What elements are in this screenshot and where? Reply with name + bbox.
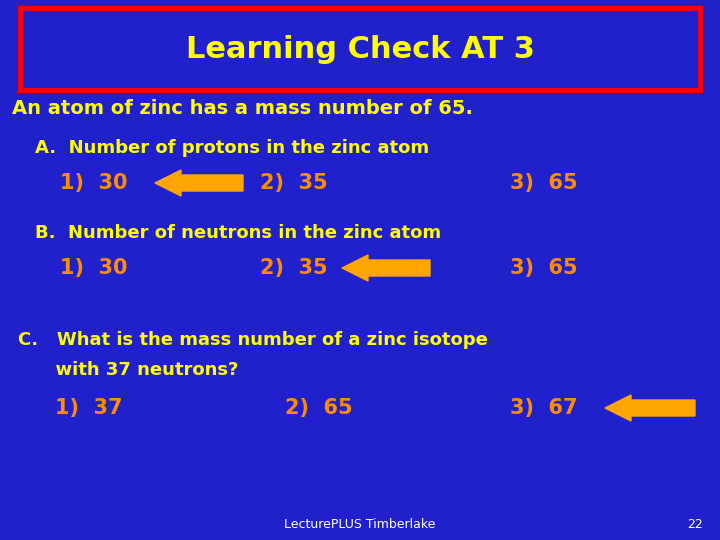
Text: 1)  37: 1) 37: [55, 398, 122, 418]
FancyArrow shape: [342, 255, 430, 281]
Text: C.   What is the mass number of a zinc isotope: C. What is the mass number of a zinc iso…: [18, 331, 488, 349]
Text: 3)  65: 3) 65: [510, 173, 577, 193]
Text: 2)  65: 2) 65: [285, 398, 353, 418]
Text: 22: 22: [687, 518, 703, 531]
Text: B.  Number of neutrons in the zinc atom: B. Number of neutrons in the zinc atom: [35, 224, 441, 242]
Text: with 37 neutrons?: with 37 neutrons?: [18, 361, 238, 379]
Text: 3)  65: 3) 65: [510, 258, 577, 278]
Text: A.  Number of protons in the zinc atom: A. Number of protons in the zinc atom: [35, 139, 429, 157]
Text: 1)  30: 1) 30: [60, 258, 127, 278]
Text: An atom of zinc has a mass number of 65.: An atom of zinc has a mass number of 65.: [12, 98, 473, 118]
FancyArrow shape: [155, 170, 243, 196]
Text: 2)  35: 2) 35: [260, 258, 328, 278]
Text: Learning Check AT 3: Learning Check AT 3: [186, 36, 534, 64]
Text: 1)  30: 1) 30: [60, 173, 127, 193]
Text: 3)  67: 3) 67: [510, 398, 577, 418]
FancyArrow shape: [605, 395, 695, 421]
Text: LecturePLUS Timberlake: LecturePLUS Timberlake: [284, 518, 436, 531]
FancyBboxPatch shape: [20, 8, 700, 90]
Text: 2)  35: 2) 35: [260, 173, 328, 193]
